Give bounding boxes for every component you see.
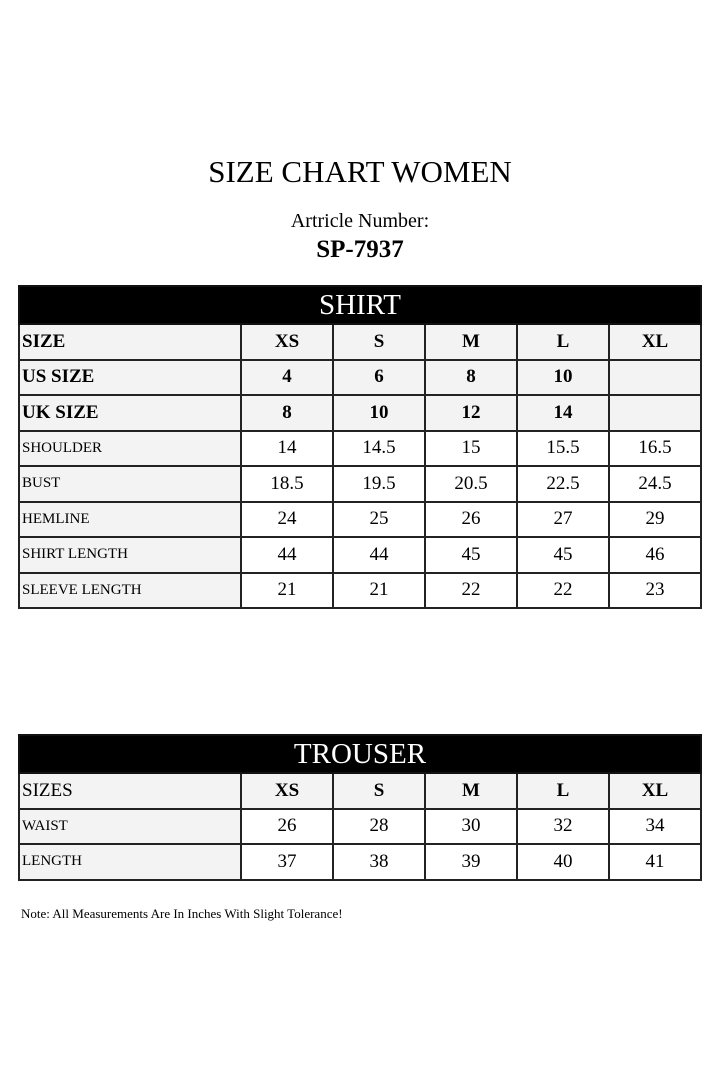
table-cell: 26 [240,807,334,845]
table-cell: 28 [332,807,426,845]
table-cell: 16.5 [608,429,702,467]
table-cell: 22.5 [516,465,610,503]
table-row: SHOULDER 14 14.5 15 15.5 16.5 [18,429,702,467]
table-cell: XS [240,323,334,361]
table-cell: L [516,772,610,810]
row-label: US SIZE [18,358,242,396]
table-cell: 34 [608,807,702,845]
table-cell: 41 [608,843,702,881]
table-cell: S [332,323,426,361]
table-row: WAIST 26 28 30 32 34 [18,807,702,845]
row-label: WAIST [18,807,242,845]
table-cell: 37 [240,843,334,881]
row-label: SHIRT LENGTH [18,536,242,574]
article-number-label: Artricle Number: [290,210,430,232]
measurement-note: Note: All Measurements Are In Inches Wit… [21,906,343,921]
table-cell: 21 [332,571,426,609]
table-cell: 14.5 [332,429,426,467]
table-cell: 29 [608,500,702,538]
table-cell: XL [608,323,702,361]
table-cell: M [424,772,518,810]
table-cell: 8 [240,394,334,432]
table-cell: 14 [240,429,334,467]
table-cell: 45 [424,536,518,574]
table-cell: M [424,323,518,361]
table-cell: 32 [516,807,610,845]
table-cell: 22 [424,571,518,609]
header-row: UK SIZE 8 10 12 14 [18,394,702,432]
table-cell: XS [240,772,334,810]
table-cell: 40 [516,843,610,881]
table-cell: 15.5 [516,429,610,467]
table-cell: 27 [516,500,610,538]
trouser-size-table: TROUSER SIZES XS S M L XL WAIST 26 28 30 32 34 LENGTH… [18,734,702,881]
table-cell: 12 [424,394,518,432]
table-row: BUST 18.5 19.5 20.5 22.5 24.5 [18,465,702,503]
table-cell [608,394,702,432]
table-row: SLEEVE LENGTH 21 21 22 22 23 [18,571,702,609]
table-cell: 18.5 [240,465,334,503]
table-cell: 6 [332,358,426,396]
article-number: SP-7937 [316,236,404,263]
table-cell: XL [608,772,702,810]
header-row: US SIZE 4 6 8 10 [18,358,702,396]
table-row: LENGTH 37 38 39 40 41 [18,843,702,881]
table-cell: 44 [240,536,334,574]
header-row: SIZES XS S M L XL [18,772,702,810]
table-cell [608,358,702,396]
table-cell: L [516,323,610,361]
page-title: SIZE CHART WOMEN [208,154,512,189]
trouser-heading: TROUSER [18,734,702,774]
shirt-heading-row: SHIRT [18,285,702,325]
table-cell: 8 [424,358,518,396]
row-label: SIZES [18,772,242,810]
table-cell: 38 [332,843,426,881]
table-cell: 19.5 [332,465,426,503]
table-cell: 21 [240,571,334,609]
table-cell: S [332,772,426,810]
row-label: LENGTH [18,843,242,881]
table-cell: 39 [424,843,518,881]
table-cell: 22 [516,571,610,609]
table-row: HEMLINE 24 25 26 27 29 [18,500,702,538]
row-label: SHOULDER [18,429,242,467]
table-cell: 23 [608,571,702,609]
table-cell: 30 [424,807,518,845]
row-label: HEMLINE [18,500,242,538]
table-cell: 24.5 [608,465,702,503]
table-cell: 10 [516,358,610,396]
header-row: SIZE XS S M L XL [18,323,702,361]
table-cell: 26 [424,500,518,538]
shirt-size-table: SHIRT SIZE XS S M L XL US SIZE 4 6 8 10 UK SIZE 8 10 12… [18,285,702,609]
table-cell: 4 [240,358,334,396]
row-label: SLEEVE LENGTH [18,571,242,609]
table-cell: 15 [424,429,518,467]
table-cell: 10 [332,394,426,432]
table-cell: 14 [516,394,610,432]
table-cell: 25 [332,500,426,538]
row-label: BUST [18,465,242,503]
table-cell: 44 [332,536,426,574]
table-row: SHIRT LENGTH 44 44 45 45 46 [18,536,702,574]
table-cell: 24 [240,500,334,538]
table-cell: 20.5 [424,465,518,503]
table-cell: 46 [608,536,702,574]
row-label: SIZE [18,323,242,361]
row-label: UK SIZE [18,394,242,432]
shirt-heading: SHIRT [18,285,702,325]
trouser-heading-row: TROUSER [18,734,702,774]
table-cell: 45 [516,536,610,574]
